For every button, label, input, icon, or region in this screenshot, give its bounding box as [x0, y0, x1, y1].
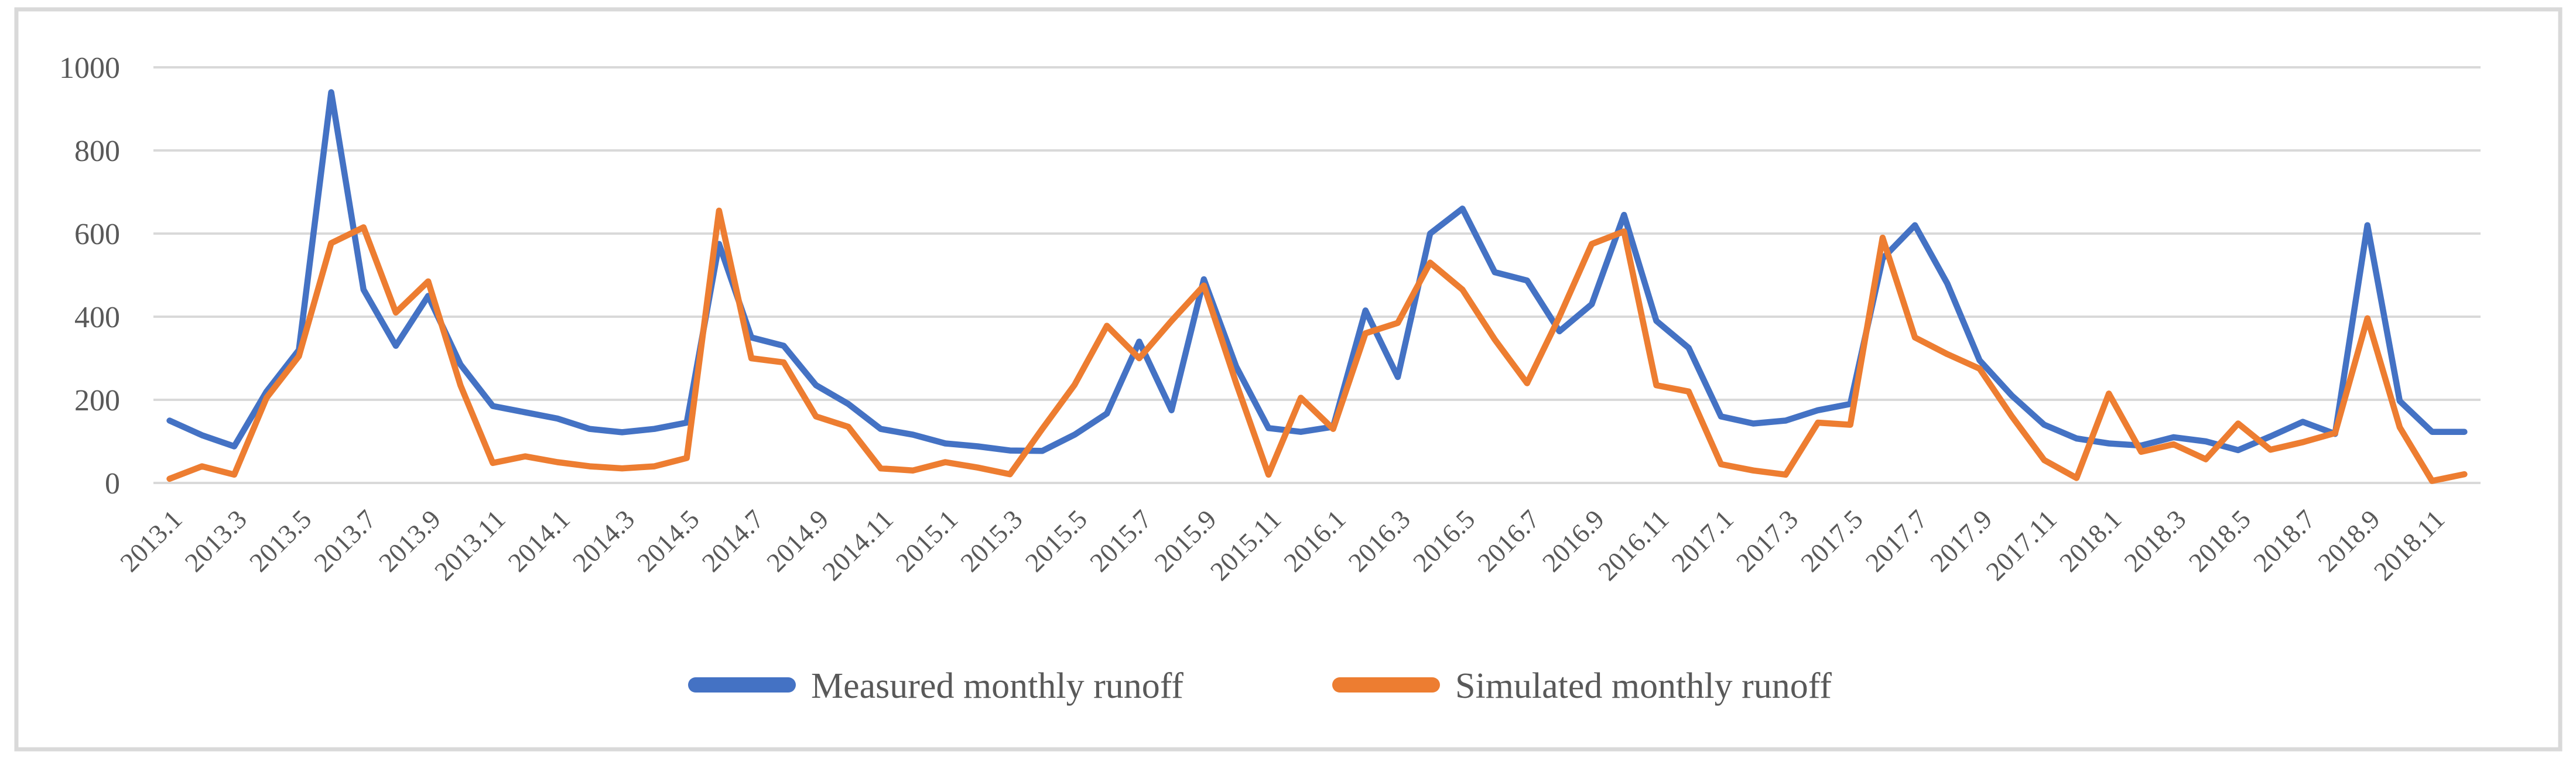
x-axis-label: 2014.1 [502, 504, 576, 578]
x-axis-label: 2015.11 [1205, 504, 1287, 587]
x-axis-label: 2018.5 [2183, 504, 2257, 578]
y-axis-label: 600 [74, 218, 120, 251]
series-line-simulated [166, 207, 2468, 484]
y-axis-label: 0 [105, 467, 120, 501]
y-axis-label: 400 [74, 301, 120, 334]
series-line-measured [166, 89, 2468, 454]
x-axis-label: 2017.3 [1730, 504, 1804, 578]
legend-label-simulated: Simulated monthly runoff [1455, 666, 1832, 706]
legend-label-measured: Measured monthly runoff [811, 666, 1183, 706]
x-axis-label: 2013.5 [244, 504, 317, 578]
x-axis-label: 2013.7 [308, 504, 382, 578]
x-axis-label: 2016.11 [1592, 504, 1675, 587]
x-axis-label: 2013.1 [114, 504, 188, 578]
x-axis-label: 2018.11 [2368, 504, 2451, 587]
y-axis-label: 200 [74, 384, 120, 417]
x-axis-label: 2016.7 [1472, 504, 1545, 578]
x-axis-label: 2017.7 [1860, 504, 1934, 578]
x-axis-label: 2016.3 [1343, 504, 1417, 578]
x-axis-label: 2013.11 [429, 504, 511, 587]
x-axis-label: 2014.3 [567, 504, 641, 578]
x-axis-label: 2013.3 [179, 504, 253, 578]
chart-border [14, 7, 2563, 752]
y-axis-label: 1000 [59, 52, 120, 85]
x-axis-label: 2016.1 [1278, 504, 1352, 578]
x-axis-label: 2016.5 [1407, 504, 1481, 578]
x-axis-label: 2018.3 [2118, 504, 2192, 578]
x-axis-label: 2014.5 [631, 504, 705, 578]
x-axis-label: 2018.1 [2054, 504, 2127, 578]
x-axis-label: 2015.7 [1084, 504, 1158, 578]
x-axis-label: 2018.7 [2247, 504, 2321, 578]
x-axis-label: 2014.11 [816, 504, 899, 587]
x-axis-label: 2015.1 [890, 504, 964, 578]
x-axis-label: 2017.5 [1795, 504, 1869, 578]
x-axis-label: 2017.1 [1665, 504, 1739, 578]
x-axis-label: 2017.11 [1980, 504, 2062, 587]
legend-swatch-measured [688, 677, 796, 693]
legend-swatch-simulated [1332, 677, 1440, 693]
y-axis-label: 800 [74, 135, 120, 168]
x-axis-label: 2014.7 [696, 504, 770, 578]
x-axis-label: 2015.5 [1020, 504, 1093, 578]
x-axis-label: 2015.3 [955, 504, 1028, 578]
